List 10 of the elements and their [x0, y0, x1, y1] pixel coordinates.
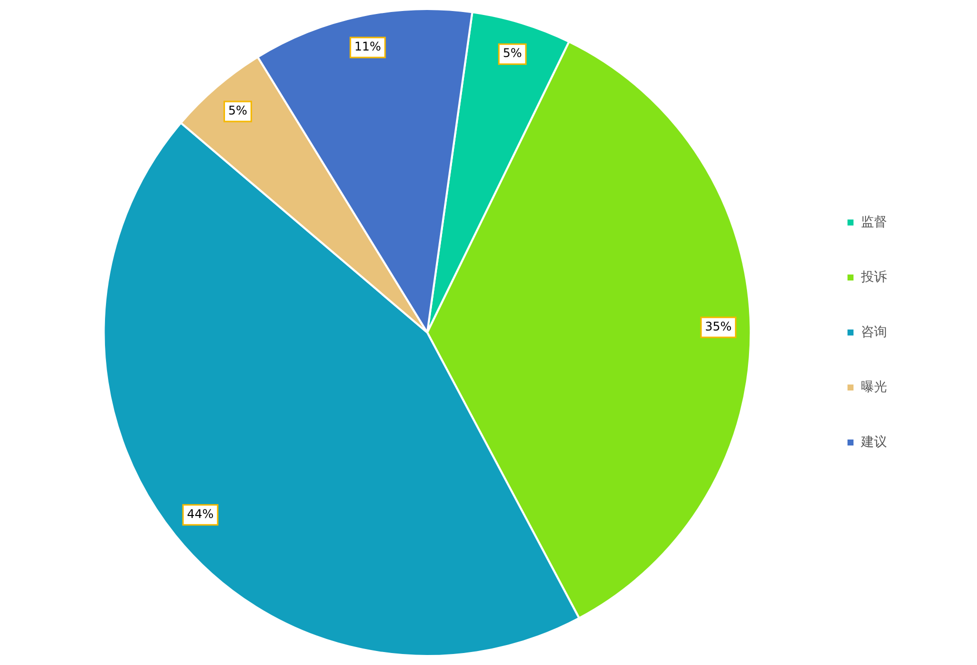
legend-label: 曝光 — [861, 380, 887, 395]
data-label: 5% — [228, 104, 248, 118]
legend-label: 监督 — [861, 214, 887, 230]
legend-label: 咨询 — [861, 324, 887, 340]
data-label: 11% — [354, 40, 382, 54]
data-label: 44% — [187, 507, 214, 522]
data-label: 35% — [705, 320, 732, 334]
legend-label: 建议 — [860, 434, 887, 450]
legend-label: 投诉 — [860, 270, 887, 285]
data-label: 5% — [502, 46, 522, 60]
